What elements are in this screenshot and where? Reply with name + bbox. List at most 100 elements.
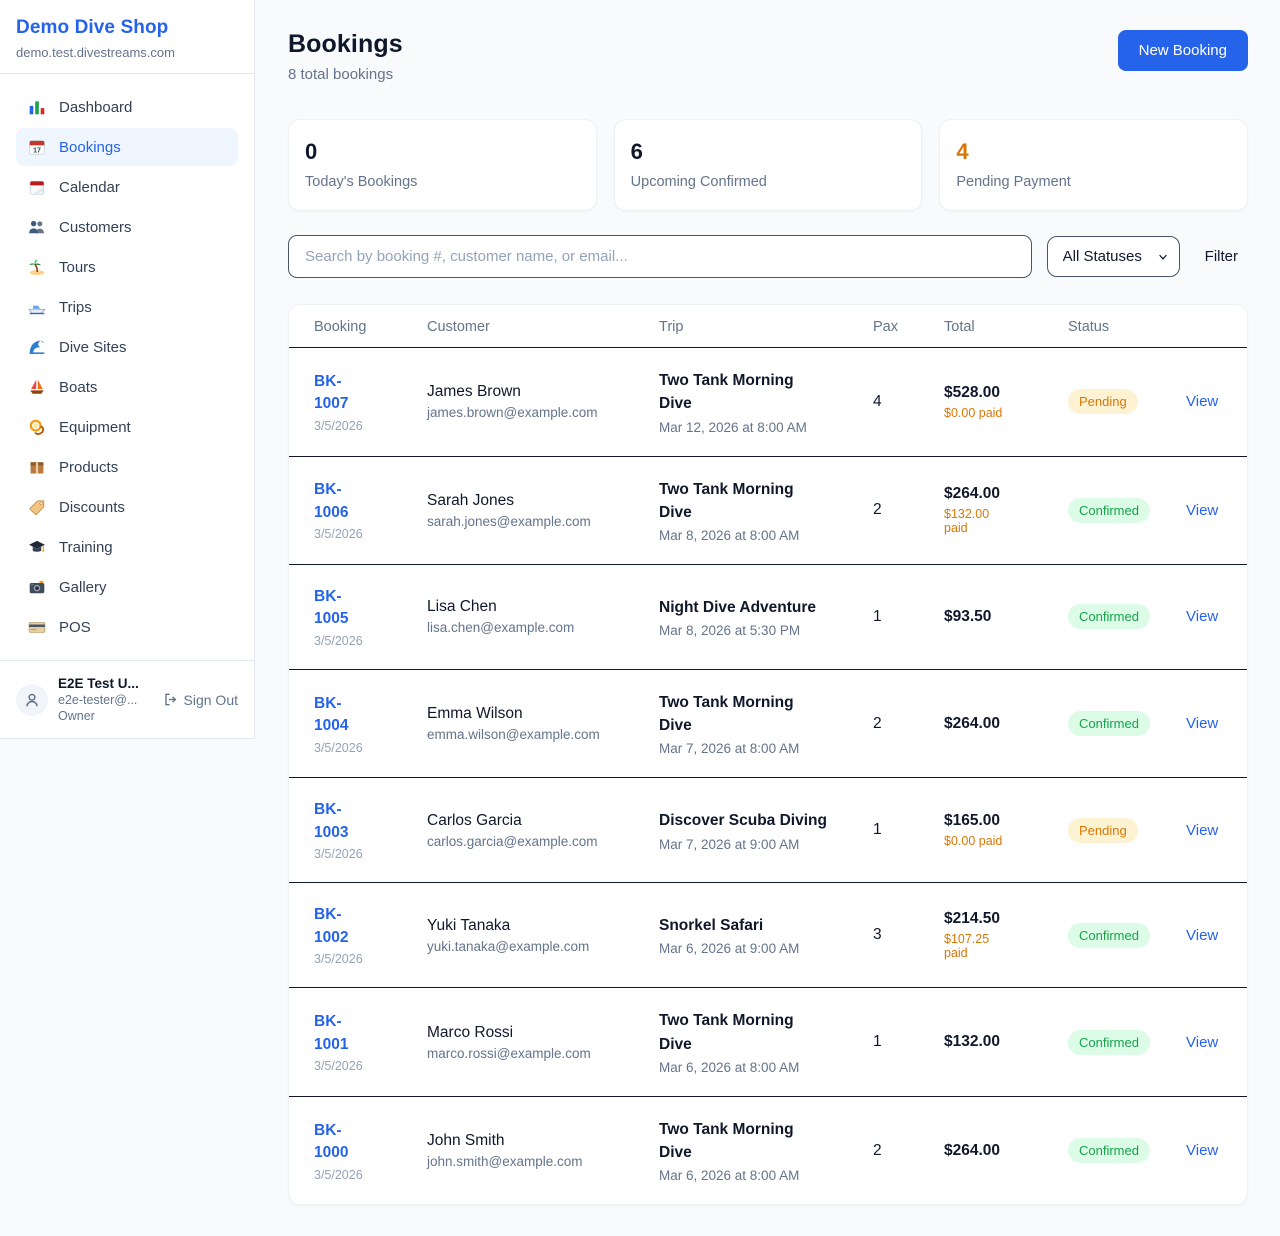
users-icon	[28, 218, 46, 236]
sidebar-item-training[interactable]: Training	[16, 528, 238, 566]
sidebar-item-boats[interactable]: Boats	[16, 368, 238, 406]
booking-row: BK-1005 3/5/2026 Lisa Chen lisa.chen@exa…	[289, 564, 1247, 670]
total-amount: $165.00	[944, 812, 1001, 830]
view-link[interactable]: View	[1186, 1142, 1219, 1160]
view-link[interactable]: View	[1186, 821, 1219, 839]
sidebar-item-label: Customers	[59, 218, 132, 236]
table-header-row: Booking Customer Trip Pax Total Status	[289, 305, 1247, 347]
sidebar-item-pos[interactable]: POS	[16, 608, 238, 646]
view-link[interactable]: View	[1186, 926, 1219, 944]
stat-value: 4	[956, 139, 969, 164]
view-link[interactable]: View	[1186, 393, 1219, 411]
col-header-total: Total	[944, 319, 975, 335]
view-link[interactable]: View	[1186, 501, 1219, 519]
trip-datetime: Mar 8, 2026 at 8:00 AM	[659, 528, 800, 543]
user-role: Owner	[58, 709, 95, 723]
sailboat-icon	[28, 378, 46, 396]
stat-label: Today's Bookings	[305, 174, 418, 190]
shop-domain: demo.test.divestreams.com	[16, 45, 175, 60]
sidebar-item-discounts[interactable]: Discounts	[16, 488, 238, 526]
customer-email: yuki.tanaka@example.com	[427, 938, 590, 954]
stat-value: 6	[630, 139, 643, 164]
trip-name: Two Tank Morning Dive	[659, 480, 794, 521]
paid-amount: $132.00 paid	[944, 507, 990, 536]
view-link[interactable]: View	[1186, 1033, 1219, 1051]
sidebar-item-label: Gallery	[59, 578, 107, 596]
booking-date: 3/5/2026	[314, 527, 363, 542]
sidebar-item-tours[interactable]: Tours	[16, 248, 238, 286]
booking-id-link[interactable]: BK-1007	[314, 372, 349, 413]
booking-id-link[interactable]: BK-1004	[314, 694, 349, 735]
total-amount: $264.00	[944, 485, 1001, 503]
sign-out-button[interactable]: Sign Out	[163, 692, 238, 708]
booking-id-link[interactable]: BK-1002	[314, 906, 349, 946]
total-amount: $93.50	[944, 607, 992, 625]
user-info: E2E Test U... e2e-tester@... Owner	[58, 676, 153, 723]
customer-email: carlos.garcia@example.com	[427, 833, 598, 849]
main-content: Bookings 8 total bookings New Booking 0 …	[255, 0, 1280, 1236]
customer-name: James Brown	[427, 383, 521, 401]
paid-amount: $0.00 paid	[944, 834, 1003, 849]
shop-name: Demo Dive Shop	[16, 17, 169, 38]
booking-row: BK-1002 3/5/2026 Yuki Tanaka yuki.tanaka…	[289, 882, 1247, 988]
sidebar-item-bookings[interactable]: Bookings	[16, 128, 238, 166]
booking-id-link[interactable]: BK-1006	[314, 481, 349, 521]
status-badge: Pending	[1068, 389, 1138, 415]
stat-label: Pending Payment	[956, 174, 1071, 190]
paid-amount: $107.25 paid	[944, 932, 990, 961]
trip-datetime: Mar 6, 2026 at 9:00 AM	[659, 941, 800, 957]
user-name: E2E Test U...	[58, 676, 139, 691]
view-link[interactable]: View	[1186, 715, 1219, 733]
stat-label: Upcoming Confirmed	[630, 174, 767, 190]
user-icon	[23, 691, 41, 709]
sidebar-item-gallery[interactable]: Gallery	[16, 568, 238, 606]
sidebar-item-label: Products	[59, 458, 119, 476]
customer-email: marco.rossi@example.com	[427, 1045, 591, 1061]
sidebar-item-customers[interactable]: Customers	[16, 208, 238, 246]
col-header-trip: Trip	[659, 319, 684, 335]
sidebar-item-dive-sites[interactable]: Dive Sites	[16, 328, 238, 366]
booking-id-link[interactable]: BK-1005	[314, 588, 349, 628]
bookings-table-card: Booking Customer Trip Pax Total Status B…	[288, 304, 1248, 1206]
total-amount: $214.50	[944, 910, 1001, 928]
total-amount: $264.00	[944, 714, 1001, 732]
diving-mask-icon	[28, 418, 46, 436]
booking-id-link[interactable]: BK-1003	[314, 801, 349, 841]
logout-icon	[163, 692, 178, 707]
total-amount: $132.00	[944, 1033, 1001, 1051]
sidebar-item-equipment[interactable]: Equipment	[16, 408, 238, 446]
status-badge: Confirmed	[1068, 711, 1150, 737]
trip-name: Two Tank Morning Dive	[659, 693, 794, 735]
status-filter-select[interactable]: All Statuses	[1046, 236, 1180, 277]
bar-chart-icon	[28, 98, 46, 116]
credit-card-icon	[28, 618, 46, 636]
sidebar-item-trips[interactable]: Trips	[16, 288, 238, 326]
trip-name: Night Dive Adventure	[659, 598, 817, 616]
booking-date: 3/5/2026	[314, 1059, 363, 1074]
booking-id-link[interactable]: BK-1000	[314, 1121, 349, 1162]
stat-card-upcoming-confirmed: 6 Upcoming Confirmed	[613, 119, 923, 211]
wave-icon	[28, 338, 46, 356]
booking-id-link[interactable]: BK-1001	[314, 1013, 349, 1053]
calendar-icon	[28, 178, 46, 196]
total-amount: $528.00	[944, 383, 1001, 401]
new-booking-button[interactable]: New Booking	[1117, 30, 1248, 71]
sidebar-item-label: Trips	[59, 298, 92, 316]
sidebar-item-products[interactable]: Products	[16, 448, 238, 486]
view-link[interactable]: View	[1186, 608, 1219, 626]
filter-button[interactable]: Filter	[1195, 240, 1248, 273]
sidebar-item-label: Dashboard	[59, 98, 133, 116]
stat-card-todays-bookings: 0 Today's Bookings	[288, 119, 597, 211]
pax-count: 2	[865, 1095, 936, 1205]
booking-row: BK-1001 3/5/2026 Marco Rossi marco.rossi…	[289, 987, 1247, 1097]
search-input[interactable]	[288, 235, 1032, 278]
customer-name: Emma Wilson	[427, 705, 523, 723]
sidebar-item-dashboard[interactable]: Dashboard	[16, 88, 238, 126]
status-badge: Pending	[1068, 817, 1138, 843]
trip-datetime: Mar 12, 2026 at 8:00 AM	[659, 419, 807, 435]
trip-datetime: Mar 6, 2026 at 8:00 AM	[659, 1168, 800, 1184]
col-header-booking: Booking	[314, 319, 367, 335]
customer-name: Marco Rossi	[427, 1023, 514, 1041]
sidebar-item-calendar[interactable]: Calendar	[16, 168, 238, 206]
bookings-table: Booking Customer Trip Pax Total Status B…	[289, 305, 1247, 1205]
